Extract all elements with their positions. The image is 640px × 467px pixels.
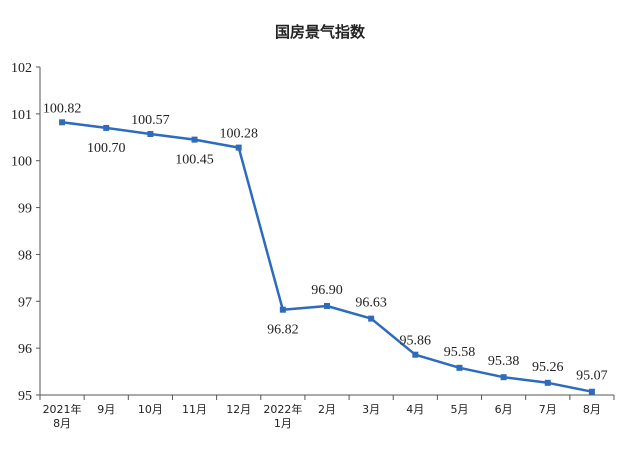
data-point	[588, 388, 595, 395]
data-label: 95.86	[400, 334, 432, 349]
series-line	[61, 121, 593, 393]
data-point	[235, 144, 242, 151]
data-point	[500, 374, 507, 381]
y-tick-label: 97	[18, 295, 32, 310]
data-point	[191, 136, 198, 143]
y-tick-label: 96	[18, 342, 32, 357]
data-point	[456, 364, 463, 371]
data-label: 95.58	[444, 345, 476, 360]
x-tick-label: 10月	[138, 403, 163, 416]
y-tick-label: 99	[18, 202, 32, 217]
data-label: 96.82	[267, 323, 299, 338]
x-tick-label: 12月	[226, 403, 251, 416]
x-tick-label: 5月	[450, 403, 468, 416]
x-tick-label: 2022年 1月	[263, 402, 302, 430]
data-label: 96.90	[311, 283, 343, 298]
data-label: 100.70	[87, 141, 126, 156]
y-tick-label: 101	[11, 108, 32, 123]
data-label: 95.38	[488, 354, 520, 369]
data-point	[147, 131, 154, 138]
y-tick-label: 102	[11, 61, 32, 76]
data-label: 95.07	[576, 369, 608, 384]
data-point	[368, 315, 375, 322]
data-label: 95.26	[532, 360, 564, 375]
data-label: 100.82	[43, 101, 82, 116]
data-point	[324, 302, 330, 309]
chart-title: 国房景气指数	[275, 23, 366, 41]
data-point	[544, 379, 551, 386]
x-tick-label: 2月	[318, 403, 336, 416]
x-tick-label: 6月	[495, 403, 513, 416]
data-label: 100.45	[175, 153, 214, 168]
x-tick-label: 3月	[362, 403, 380, 416]
data-point	[59, 119, 66, 126]
data-point	[412, 351, 419, 358]
x-tick-label: 11月	[182, 403, 207, 416]
y-tick-label: 98	[18, 248, 32, 263]
y-tick-label: 100	[11, 155, 32, 170]
data-label: 100.28	[219, 127, 258, 142]
x-tick-label: 4月	[406, 403, 424, 416]
x-tick-label: 2021年 8月	[43, 402, 82, 430]
y-tick-label: 95	[18, 389, 32, 404]
x-tick-label: 9月	[97, 403, 115, 416]
data-point	[103, 124, 110, 131]
x-tick-label: 8月	[583, 403, 601, 416]
x-tick-label: 7月	[539, 403, 557, 416]
data-label: 96.63	[355, 296, 387, 311]
data-label: 100.57	[131, 113, 170, 128]
data-point	[279, 306, 286, 313]
